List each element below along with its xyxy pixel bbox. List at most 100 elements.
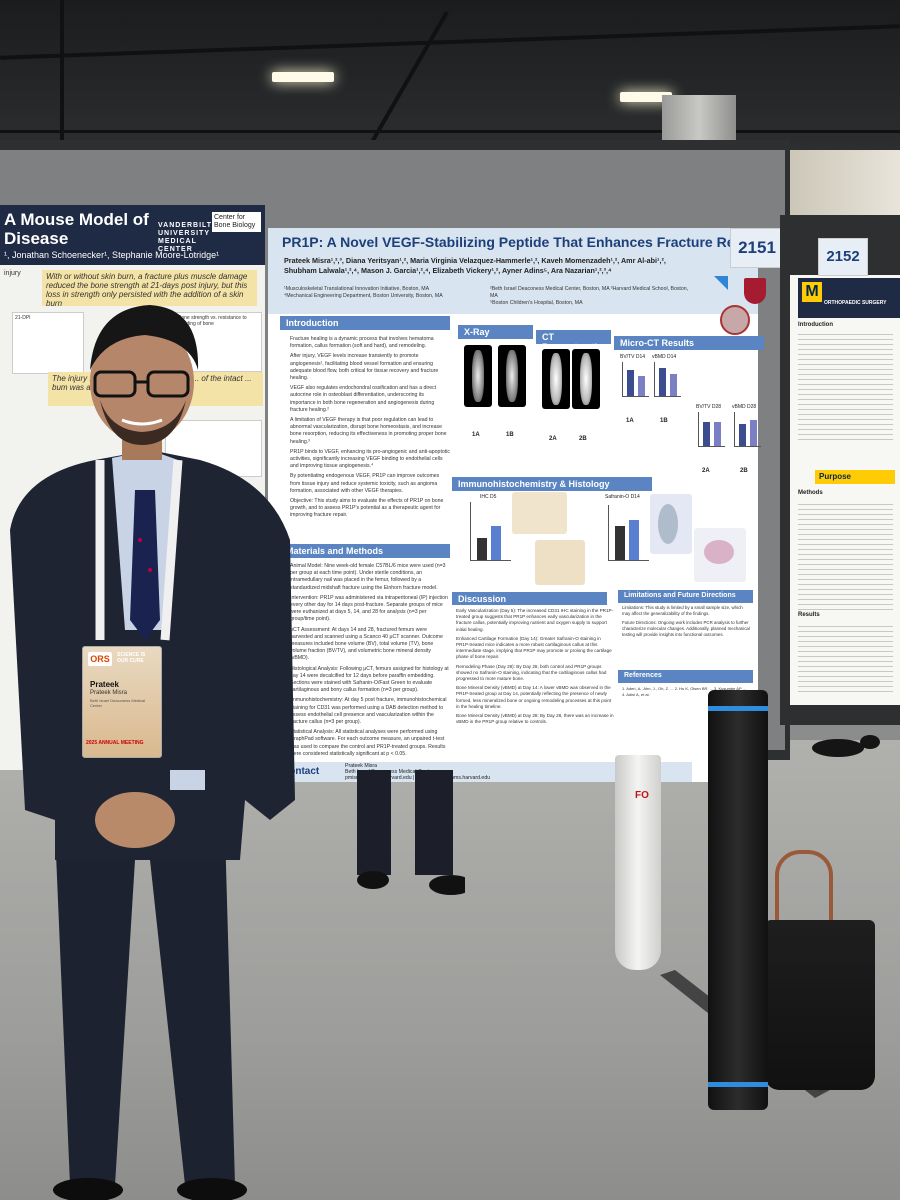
badge-full-name: Prateek Misra [90,690,128,696]
main-poster-header [268,228,758,314]
micro-ct-chart [698,412,725,447]
xray-header: X-Ray [458,325,533,339]
safranin-bar-control [615,526,625,560]
limitations-bullet: Limitations: This study is limited by a … [622,605,743,616]
micro-ct-bar [703,422,710,446]
micro-ct-bar [670,374,677,396]
micro-ct-chart [734,412,761,447]
tube-band-2 [708,1082,768,1087]
intro-bullet: Fracture healing is a dynamic process th… [290,336,434,350]
discussion-bullet: Bone Mineral Density (vBMD) at Day 28: B… [456,713,614,725]
main-poster-affiliations-right: ²Beth Israel Deaconess Medical Center, B… [490,286,689,306]
intro-bullet: PR1P binds to VEGF, enhancing its pro-an… [290,448,450,470]
methods-bullet: Immunohistochemistry: At day 5 post frac… [290,697,447,726]
intro-bullet: VEGF also regulates endochondral ossific… [290,385,437,413]
tube-band [708,706,768,711]
ihc-chart-title: IHC D5 [480,494,497,500]
left-poster-chart-1: 21-DPI [12,312,84,374]
ihc-histology-image [512,492,567,534]
intro-bullet: A limitation of VEGF therapy is that poo… [290,417,447,445]
micro-ct-chart-title: BV/TV D14 [620,354,646,360]
methods-bullet: Animal Model: Nine week-old female C57BL… [290,563,446,591]
micro-ct-chart [654,362,681,397]
micro-ct-bar [659,368,666,396]
board-number-2152: 2152 [818,238,868,276]
background-person-legs [357,770,465,895]
right-poster-header-text: ORTHOPAEDIC SURGERY [824,300,887,306]
micro-ct-chart-title: vBMD D14 [652,354,677,360]
micro-ct-chart-title: vBMD D28 [732,404,757,410]
micro-ct-bar [627,370,634,396]
badge-slogan: SCIENCE IS OUR CURE [117,652,146,664]
right-poster-text-block [798,330,893,440]
ihc-chart [470,502,511,561]
harvard-shield-icon [744,278,766,304]
introduction-header: Introduction [280,316,450,330]
ihc-bar-control [477,538,487,560]
materials-methods-text: Animal Model: Nine week-old female C57BL… [290,563,450,761]
methods-bullet: Histological Analysis: Following μCT, fe… [290,665,449,694]
badge-meeting: 2025 ANNUAL MEETING [86,740,144,746]
discussion-bullet: Remodeling Phase (Day 28): By Day 28, bo… [456,663,607,682]
ct-image-2b [572,349,600,409]
black-tote-bag [765,920,875,1090]
left-poster-title-line1: A Mouse Model of [4,210,149,229]
michigan-m-logo: M [802,282,822,302]
intro-bullet: After injury, VEGF levels increase trans… [290,353,439,382]
left-poster-title: A Mouse Model of Disease [4,210,164,248]
poster-tube-label: FO [635,790,649,801]
background-person-shoes [812,735,880,757]
safranin-image-2 [694,528,746,582]
limitations-text: Limitations: This study is limited by a … [622,605,752,641]
left-poster-section-label: injury [4,270,21,277]
contact-name: Prateek Misra [345,763,377,769]
ct-reconstruction-header: CT Reconstruction [536,330,611,352]
left-poster-chart-label-2: Bone strength vs. resistance to bending … [178,315,247,327]
discussion-bullet: Bone Mineral Density (vBMD) at Day 14: A… [456,685,612,709]
right-poster-section: Introduction [798,322,833,328]
black-poster-tube [708,690,768,1110]
badge-first-name: Prateek [90,680,119,689]
limitations-header: Limitations and Future Directions [618,590,753,603]
ihc-histology-image-2 [535,540,585,585]
vanderbilt-logo-text: VANDERBILT UNIVERSITY MEDICAL CENTER [158,222,213,253]
right-poster-purpose: Purpose [815,470,895,484]
badge-institution: Beth Israel Deaconess Medical Center [90,698,146,708]
left-poster-highlight-box: With or without skin burn, a fracture pl… [42,270,257,308]
main-poster-title: PR1P: A Novel VEGF-Stabilizing Peptide T… [282,234,761,250]
micro-ct-bar [739,424,746,446]
board-number-2151: 2151 [730,228,784,268]
figure-label: 2A [549,436,557,442]
micro-ct-bar [638,376,645,396]
left-poster-title-line2: Disease [4,229,69,248]
safranin-chart-title: Safranin-O D14 [605,494,640,500]
poster-tube [615,755,661,970]
introduction-text: Fracture healing is a dynamic process th… [290,336,450,523]
figure-label: 2B [579,436,587,442]
ihc-bar-pr1p [491,526,501,560]
discussion-header: Discussion [452,592,607,605]
methods-bullet: μCT Assessment: At days 14 and 28, fract… [290,626,443,662]
methods-bullet: Intervention: PR1P was administered via … [290,594,448,623]
discussion-bullet: Early Vascularization (Day 5): The incre… [456,608,614,632]
figure-label: 1B [660,418,668,424]
right-poster-section: Methods [798,490,823,496]
intro-bullet: By potentiating endogenous VEGF, PR1P ca… [290,473,440,494]
micro-ct-header: Micro-CT Results [614,336,764,350]
ihc-histology-header: Immunohistochemistry & Histology [452,477,652,491]
intro-bullet: Objective: This study aims to evaluate t… [290,498,444,519]
figure-label: 1A [472,432,480,438]
main-poster-authors: Prateek Misra¹,²,³, Diana Yeritsyan¹,², … [284,256,666,275]
figure-label: 1A [626,418,634,424]
center-logo: Center for Bone Biology [212,212,261,232]
right-poster-text-block [798,622,893,692]
safranin-bar-pr1p [629,520,639,560]
left-poster-authors: ¹, Jonathan Schoenecker¹, Stephanie Moor… [4,250,220,260]
discussion-bullet: Enhanced Cartilage Formation (Day 14): G… [456,635,612,660]
mtii-logo-icon [700,276,728,290]
micro-ct-bar [714,422,721,446]
references-text: 1. Aderi, A., Ahn, J., Oh, Z. ... 2. Hu … [622,686,746,697]
figure-label: 1B [506,432,514,438]
xray-image-1b [498,345,526,407]
contact-label: Contact [282,766,320,777]
